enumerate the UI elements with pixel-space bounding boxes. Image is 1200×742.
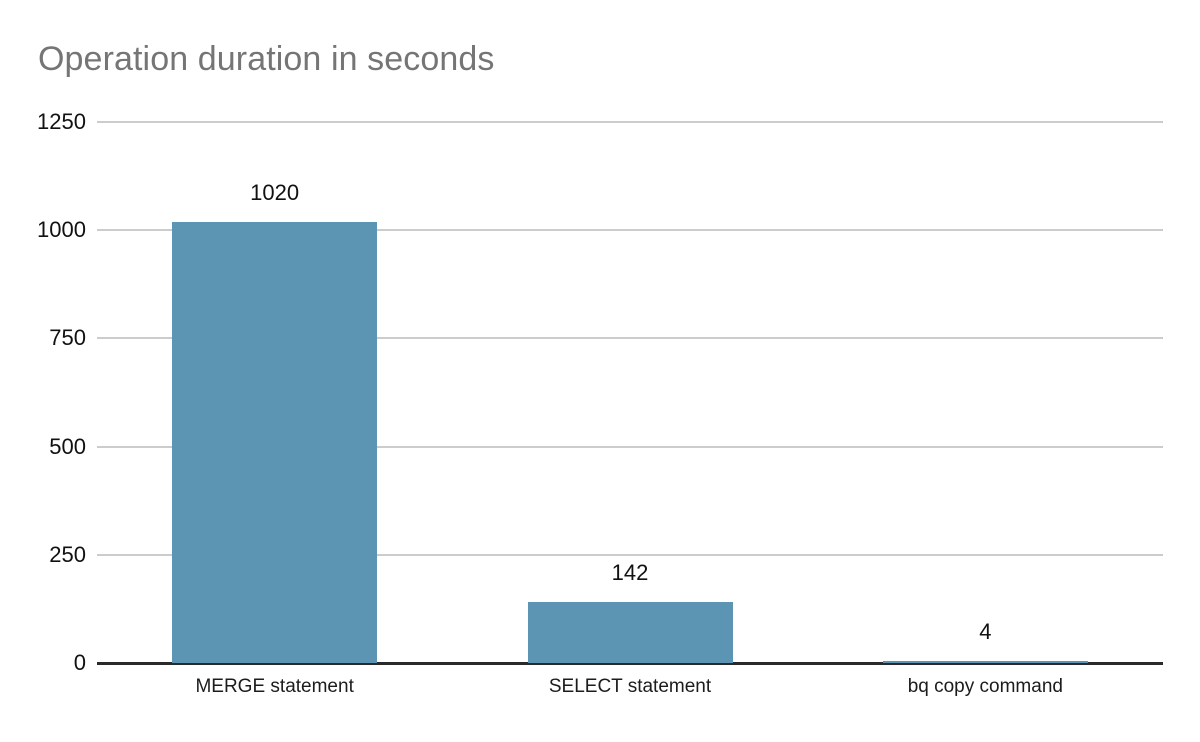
gridline <box>97 445 1163 448</box>
gridline <box>97 553 1163 556</box>
bar[interactable] <box>882 661 1088 663</box>
bar[interactable] <box>172 221 378 663</box>
gridline <box>97 337 1163 340</box>
x-axis-category-label: bq copy command <box>907 676 1063 697</box>
gridline <box>97 121 1163 123</box>
x-axis-line <box>97 662 1163 665</box>
y-axis-tick-label: 750 <box>49 325 86 351</box>
bar-value-label: 142 <box>611 559 649 585</box>
chart-title: Operation duration in seconds <box>38 40 495 78</box>
y-axis-tick-label: 0 <box>73 650 86 675</box>
gridline <box>97 229 1163 232</box>
bar-value-label: 1020 <box>250 179 300 205</box>
y-axis-tick-label: 1250 <box>37 109 86 134</box>
bar[interactable] <box>527 601 733 663</box>
y-axis-tick-label: 250 <box>49 541 86 567</box>
bar-value-label: 4 <box>979 619 992 645</box>
bars-layer: 1020 142 4 <box>97 122 1163 663</box>
x-axis-category-label: SELECT statement <box>548 676 712 697</box>
y-axis-tick-label: 500 <box>49 433 86 459</box>
x-axis-category-label: MERGE statement <box>195 676 354 697</box>
y-axis-tick-label: 1000 <box>37 217 86 243</box>
plot-area: 1020 142 4 <box>97 121 1163 665</box>
